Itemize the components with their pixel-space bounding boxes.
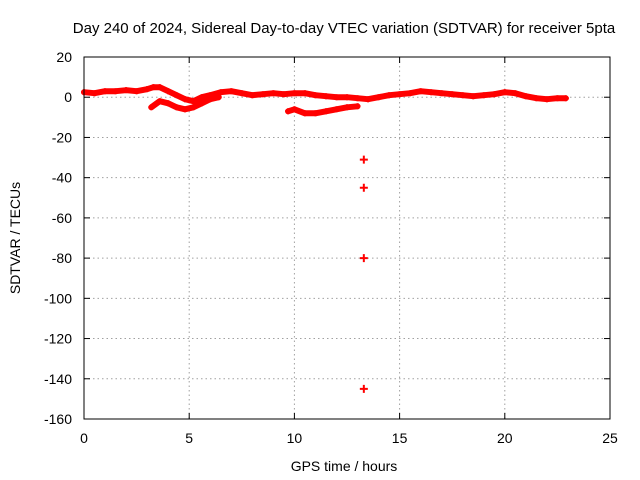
data-point — [333, 106, 340, 113]
data-point — [181, 96, 188, 103]
data-point — [280, 91, 287, 98]
data-point — [190, 104, 197, 111]
data-point — [344, 104, 350, 111]
data-point — [480, 92, 487, 99]
data-point — [522, 93, 529, 100]
data-point — [291, 90, 298, 97]
data-point — [512, 90, 519, 97]
data-point — [144, 86, 151, 93]
data-point — [359, 183, 368, 192]
data-point — [449, 91, 456, 98]
data-point — [215, 94, 222, 101]
data-point — [102, 88, 109, 95]
data-points — [81, 84, 569, 393]
data-point — [156, 98, 163, 105]
data-point — [386, 92, 393, 99]
data-point — [417, 88, 424, 95]
data-point — [354, 103, 361, 110]
data-point — [554, 95, 561, 102]
data-point — [407, 90, 414, 97]
data-point — [438, 90, 445, 97]
data-point — [207, 96, 214, 103]
x-tick-label: 25 — [602, 430, 618, 446]
data-point — [354, 95, 361, 102]
data-point — [150, 84, 157, 91]
y-axis-label: SDTVAR / TECUs — [7, 182, 23, 294]
data-point — [165, 88, 172, 95]
data-point — [173, 92, 180, 99]
y-tick-label: -100 — [44, 290, 72, 306]
data-point — [112, 88, 119, 95]
data-point — [249, 92, 256, 99]
data-point — [322, 108, 329, 115]
data-point — [270, 90, 277, 97]
data-point — [259, 91, 266, 98]
x-tick-label: 20 — [497, 430, 513, 446]
data-point — [470, 93, 477, 100]
data-point — [359, 254, 368, 263]
data-point — [301, 110, 308, 117]
data-point — [428, 89, 435, 96]
y-tick-label: -60 — [52, 210, 72, 226]
data-point — [344, 94, 350, 101]
y-tick-label: -40 — [52, 170, 72, 186]
data-point — [123, 87, 130, 94]
data-point — [375, 94, 382, 101]
data-point — [312, 110, 319, 117]
data-point — [198, 100, 205, 107]
data-point — [491, 91, 498, 98]
x-tick-label: 0 — [80, 430, 88, 446]
y-tick-label: -120 — [44, 331, 72, 347]
y-tick-label: 0 — [64, 89, 72, 105]
data-point — [359, 384, 368, 393]
data-point — [156, 84, 163, 91]
y-tick-label: 20 — [56, 49, 72, 65]
x-axis-label: GPS time / hours — [291, 458, 398, 474]
data-point — [228, 88, 235, 95]
grid-lines — [84, 57, 610, 419]
data-point — [181, 106, 188, 113]
data-point — [312, 92, 319, 99]
data-point — [359, 155, 368, 164]
data-point — [91, 90, 98, 97]
data-point — [396, 91, 403, 98]
data-point — [173, 104, 180, 111]
data-point — [562, 95, 569, 102]
x-tick-label: 5 — [185, 430, 193, 446]
data-point — [333, 94, 340, 101]
data-point — [133, 88, 140, 95]
x-tick-label: 10 — [287, 430, 303, 446]
x-tick-label: 15 — [392, 430, 408, 446]
data-point — [190, 98, 197, 105]
data-point — [165, 100, 172, 107]
data-point — [322, 93, 329, 100]
data-point — [533, 95, 540, 102]
data-point — [543, 96, 550, 103]
data-point — [217, 89, 224, 96]
data-point — [301, 90, 308, 97]
y-tick-label: -20 — [52, 129, 72, 145]
data-point — [459, 92, 466, 99]
data-point — [365, 96, 372, 103]
data-point — [238, 90, 245, 97]
chart-title: Day 240 of 2024, Sidereal Day-to-day VTE… — [73, 20, 616, 37]
data-point — [501, 89, 508, 96]
y-tick-label: -80 — [52, 250, 72, 266]
y-tick-label: -160 — [44, 411, 72, 427]
data-point — [291, 106, 298, 113]
y-tick-label: -140 — [44, 371, 72, 387]
plot-frame — [83, 56, 611, 420]
data-point — [148, 104, 155, 111]
data-point — [285, 108, 292, 115]
data-point — [198, 94, 205, 101]
